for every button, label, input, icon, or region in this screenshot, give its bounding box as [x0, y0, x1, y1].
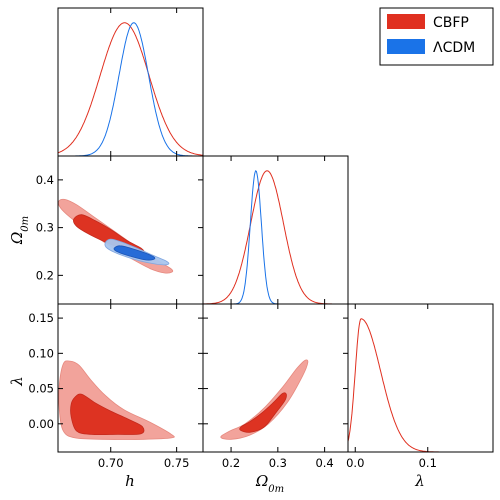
y-tick-label-om: 0.3 — [36, 221, 54, 235]
panel-frame — [347, 303, 494, 453]
panel-h-marginal — [57, 7, 204, 157]
x-tick-label-lambda: 0.0 — [346, 456, 364, 470]
x-tick-label-om: 0.4 — [315, 456, 333, 470]
legend-label-lcdm: ΛCDM — [433, 40, 475, 56]
panel-lambda-vs-om — [202, 303, 349, 453]
x-axis-label-h: h — [125, 472, 135, 490]
axis-ticks: 0.70 0.75 0.2 0.3 0.4 0.0 0.1 0.2 0.3 0.4 0.00 0.05… — [28, 8, 437, 470]
contour-lambda-vs-om-cbfp-95 — [220, 359, 309, 440]
panel-frame — [202, 303, 349, 453]
panel-frame — [57, 155, 204, 305]
contour-lambda-vs-h-cbfp-68 — [70, 393, 145, 436]
contour-om-vs-h-lcdm-68 — [113, 245, 156, 261]
h-marginal-curves — [58, 22, 203, 156]
y-tick-label-lambda: 0.10 — [28, 346, 54, 360]
y-tick-label-om: 0.4 — [36, 173, 54, 187]
y-tick-label-lambda: 0.15 — [28, 311, 54, 325]
x-axis-label-lambda: λ — [414, 472, 425, 490]
marginal-curve-h-cbfp — [58, 22, 203, 156]
x-tick-label-h: 0.75 — [164, 456, 190, 470]
y-tick-label-om: 0.2 — [36, 268, 54, 282]
legend-swatch-lcdm — [387, 39, 425, 54]
lambda-marginal-curves — [348, 318, 493, 452]
panel-om-marginal — [202, 155, 349, 305]
y-axis-label-om: Ω0m — [8, 216, 31, 245]
y-tick-label-lambda: 0.05 — [28, 382, 54, 396]
marginal-curve-lambda-cbfp — [348, 318, 493, 452]
y-axis-label-lambda: λ — [8, 376, 26, 387]
legend: CBFP ΛCDM — [379, 7, 494, 66]
marginal-curve-om-cbfp — [203, 170, 348, 304]
lambda-vs-om-contours — [220, 359, 309, 440]
x-tick-label-h: 0.70 — [98, 456, 124, 470]
lambda-vs-h-contours — [58, 360, 175, 440]
x-tick-label-om: 0.2 — [222, 456, 240, 470]
panel-frame — [57, 7, 204, 157]
legend-swatch-cbfp — [387, 14, 425, 29]
x-axis-label-om: Ω0m — [255, 472, 284, 495]
x-tick-label-om: 0.3 — [269, 456, 287, 470]
x-tick-label-lambda: 0.1 — [419, 456, 437, 470]
marginal-curve-om-lcdm — [203, 169, 348, 304]
panel-frame — [202, 155, 349, 305]
om-vs-h-contours — [58, 198, 174, 274]
panel-lambda-marginal — [347, 303, 494, 453]
panel-lambda-vs-h — [57, 303, 204, 453]
legend-label-cbfp: CBFP — [433, 15, 469, 31]
contour-lambda-vs-om-cbfp-68 — [239, 392, 287, 433]
panel-om-vs-h — [57, 155, 204, 305]
marginal-curve-h-lcdm — [58, 22, 203, 156]
y-tick-label-lambda: 0.00 — [28, 417, 54, 431]
om-marginal-curves — [203, 169, 348, 304]
